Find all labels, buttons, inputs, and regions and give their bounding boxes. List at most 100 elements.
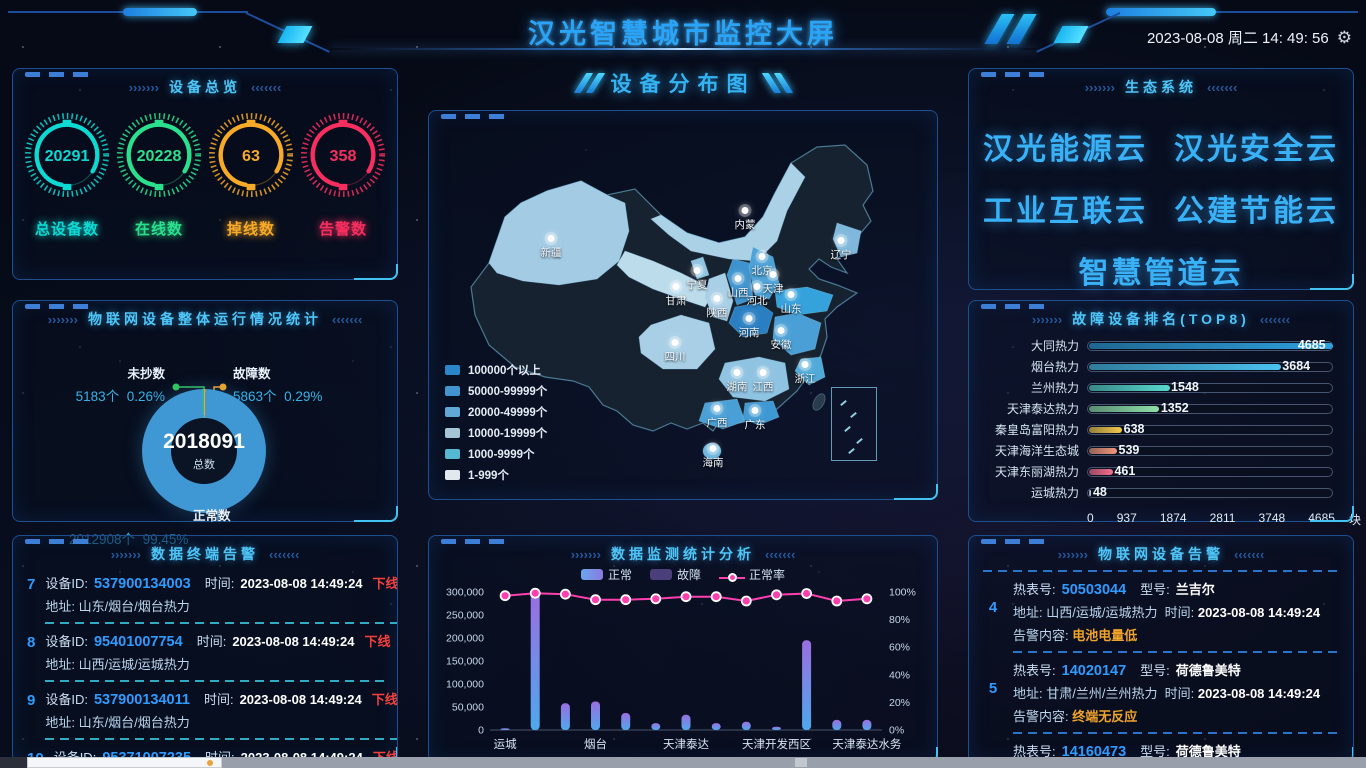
marker-dot-icon (713, 404, 721, 412)
top8-value: 48 (1092, 484, 1107, 499)
map-marker-宁夏[interactable]: 宁夏 (686, 266, 707, 292)
row-divider (1013, 651, 1337, 653)
marker-dot-icon (671, 338, 679, 346)
province-patches (488, 162, 862, 460)
map-marker-浙江[interactable]: 浙江 (795, 360, 816, 386)
top8-category: 兰州热力 (1030, 381, 1079, 395)
terminal-alarm-list: 7 设备ID: 537900134003 时间: 2023-08-08 14:49:… (13, 564, 397, 762)
panel-terminal-alarms: ››››››› 数据终端告警 ‹‹‹‹‹‹‹ 7 设备ID: 5379001340… (12, 535, 398, 763)
map-marker-辽宁[interactable]: 辽宁 (830, 237, 851, 262)
chevrons-right-icon: ››››››› (128, 79, 159, 95)
top8-row: 天津东丽湖热力 461 (987, 461, 1333, 482)
panel-title: ››››››› 物联网设备整体运行情况统计 ‹‹‹‹‹‹‹ (47, 311, 363, 327)
map-marker-山西[interactable]: 山西 (728, 274, 749, 300)
marker-dot-icon (753, 283, 761, 291)
map-marker-河北[interactable]: 河北 (746, 283, 767, 308)
map-marker-山东[interactable]: 山东 (780, 291, 801, 316)
svg-text:0%: 0% (889, 725, 904, 737)
svg-text:100%: 100% (889, 587, 916, 599)
panel-device-overview: ››››››› 设备总览 ‹‹‹‹‹‹‹ 20291 总设备数 20228 在线… (12, 68, 398, 280)
datetime-label: 2023-08-08 周二 14: 49: 56 (1146, 30, 1329, 47)
row-index: 5 (988, 680, 998, 697)
marker-dot-icon (758, 252, 766, 260)
panel-title: ››››››› 物联网设备告警 ‹‹‹‹‹‹‹ (1057, 546, 1265, 562)
marker-label: 四川 (664, 350, 686, 363)
donut-ring: 2018091 总数 (142, 389, 266, 513)
chevrons-right-icon: ››››››› (570, 546, 601, 562)
chevrons-left-icon: ‹‹‹‹‹‹‹ (1234, 546, 1265, 562)
panel-title: ››››››› 设备总览 ‹‹‹‹‹‹‹ (128, 79, 282, 95)
svg-text:250,000: 250,000 (446, 610, 484, 622)
map-legend-item: 1000-9999个 (445, 443, 547, 464)
taskbar-app-icon[interactable] (795, 758, 807, 767)
taskbar-search[interactable] (27, 757, 222, 768)
marker-dot-icon (759, 369, 767, 377)
map-marker-甘肃[interactable]: 甘肃 (665, 283, 686, 308)
map-legend-item: 50000-99999个 (445, 380, 547, 401)
map-marker-江西[interactable]: 江西 (753, 369, 774, 394)
chevrons-left-icon: ‹‹‹‹‹‹‹ (1207, 79, 1238, 95)
panel-title: ››››››› 生态系统 ‹‹‹‹‹‹‹ (1084, 79, 1238, 95)
top8-row: 天津泰达热力 1352 (987, 398, 1333, 419)
marker-label: 甘肃 (665, 295, 687, 308)
marker-label: 山东 (780, 303, 802, 315)
marker-dot-icon (693, 266, 701, 274)
top8-track: 4685 (1087, 338, 1333, 352)
svg-text:20291: 20291 (45, 147, 90, 165)
taskbar-start-button[interactable] (0, 757, 27, 768)
monitor-chart-legend: 正常 故障 正常率 (429, 564, 937, 584)
iot-alarm-row: 4 热表号: 50503044 型号: 兰吉尔 地址: 山西/运城/运城热力 时间:… (983, 572, 1337, 653)
device-gauges: 20291 总设备数 20228 在线数 63 掉线数 (13, 97, 397, 239)
chevrons-left-icon: ‹‹‹‹‹‹‹ (332, 311, 363, 327)
map-marker-内蒙[interactable]: 内蒙 (734, 207, 755, 232)
gear-icon[interactable]: ⚙ (1336, 27, 1352, 47)
map-marker-湖南[interactable]: 湖南 (727, 369, 748, 394)
panel-title: ››››››› 数据终端告警 ‹‹‹‹‹‹‹ (110, 546, 300, 562)
panel-title: ››››››› 数据监测统计分析 ‹‹‹‹‹‹‹ (570, 546, 796, 562)
marker-dot-icon (801, 360, 809, 368)
row-index: 4 (988, 599, 998, 616)
marker-dot-icon (787, 291, 795, 298)
map-marker-陕西[interactable]: 陕西 (707, 294, 728, 320)
map-marker-安徽[interactable]: 安徽 (771, 326, 792, 352)
header-capsule-left (123, 8, 197, 16)
marker-label: 湖南 (726, 381, 748, 394)
top8-track: 461 (1087, 464, 1333, 478)
ecosystem-item: 智慧管道云 (1078, 257, 1244, 290)
map-marker-新疆[interactable]: 新疆 (540, 234, 561, 260)
top8-row: 天津海洋生态城 539 (987, 440, 1333, 461)
legend-normal: 正常 (580, 566, 632, 583)
marker-dot-icon (741, 207, 749, 214)
svg-text:0: 0 (478, 725, 484, 737)
gauge-告警数: 358 告警数 (297, 111, 389, 239)
map-marker-河南[interactable]: 河南 (738, 315, 759, 340)
row-divider (45, 622, 397, 624)
map-marker-广东[interactable]: 广东 (745, 406, 766, 432)
ecosystem-item: 汉光能源云 (983, 133, 1148, 166)
ecosystem-item: 工业互联云 (983, 195, 1148, 228)
taskbar (0, 757, 1366, 768)
terminal-alarm-row: 7 设备ID: 537900134003 时间: 2023-08-08 14:49:… (27, 566, 397, 624)
top8-category: 天津泰达热力 (1006, 402, 1079, 416)
map-marker-海南[interactable]: 海南 (703, 444, 724, 470)
top8-category: 烟台热力 (1030, 360, 1079, 374)
map-section-title: 设备分布图 (428, 66, 938, 100)
map-marker-广西[interactable]: 广西 (707, 404, 728, 430)
top8-row: 运城热力 48 (987, 482, 1333, 503)
marker-dot-icon (672, 283, 680, 291)
marker-dot-icon (777, 326, 785, 334)
status-badge: 下线 (372, 576, 397, 591)
panel-ecosystem: ››››››› 生态系统 ‹‹‹‹‹‹‹ 汉光能源云 汉光安全云 工业互联云 公建节… (968, 68, 1354, 290)
marker-label: 北京 (751, 264, 773, 277)
callout-unread: 未抄数 5183个 0.26% (75, 367, 165, 404)
map-legend: 100000个以上 50000-99999个 20000-49999个 1000… (445, 359, 547, 485)
map-marker-北京[interactable]: 北京 (751, 252, 773, 278)
slashes-icon (573, 73, 605, 93)
top8-track: 1352 (1087, 401, 1333, 415)
map-marker-天津[interactable]: 天津 (762, 271, 783, 296)
gauge-label: 在线数 (134, 221, 183, 238)
callout-fault: 故障数 5863个 0.29% (233, 367, 323, 404)
gauge-label: 掉线数 (226, 221, 275, 238)
map-marker-四川[interactable]: 四川 (664, 338, 686, 364)
panel-iot-stats: ››››››› 物联网设备整体运行情况统计 ‹‹‹‹‹‹‹ 未抄数 5183个 … (12, 300, 398, 547)
